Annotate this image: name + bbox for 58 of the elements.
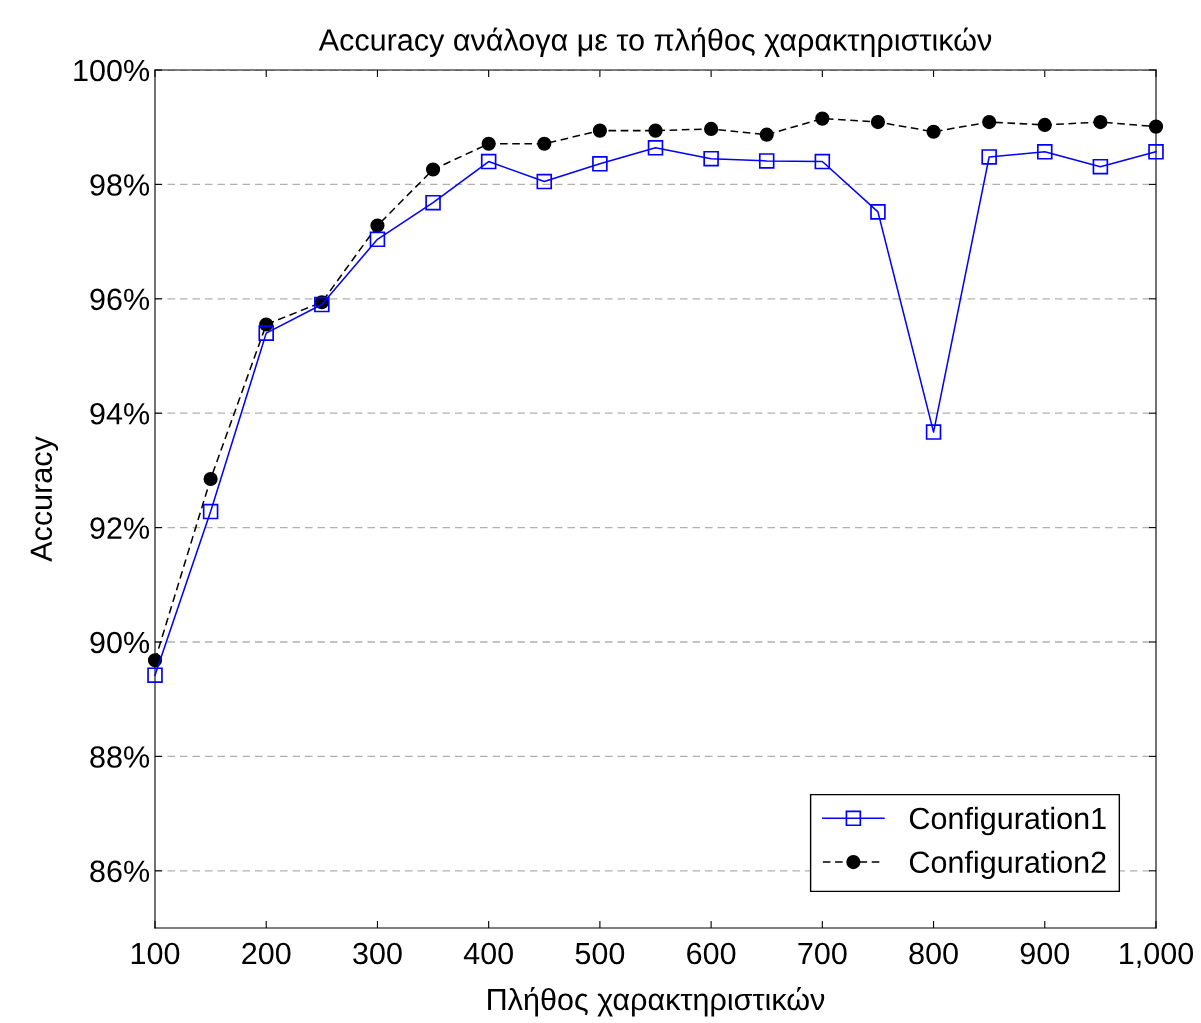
- y-axis-title: Accuracy: [30, 436, 59, 562]
- x-tick-label: 1,000: [1120, 942, 1194, 968]
- y-tick-label: 92%: [90, 517, 150, 539]
- y-tick-label: 96%: [90, 288, 150, 311]
- x-tick-label: 600: [687, 942, 736, 965]
- chart-title: Accuracy ανάλογα με το πλήθος χαρακτηριστικών: [318, 27, 992, 57]
- y-tick-label: 90%: [90, 631, 150, 654]
- x-tick-label: 300: [353, 942, 402, 965]
- x-tick-label: 900: [1020, 942, 1070, 965]
- point: [536, 173, 553, 190]
- point: [481, 136, 496, 151]
- point: [203, 471, 218, 487]
- y-tick-label: 98%: [90, 174, 150, 196]
- point: [537, 136, 552, 151]
- point: [202, 503, 219, 520]
- point: [425, 194, 441, 211]
- point: [759, 127, 774, 142]
- point: [480, 153, 497, 170]
- y-tick-label: 100%: [74, 59, 150, 82]
- point: [592, 156, 608, 172]
- x-axis-title: Πλήθος χαρακτηριστικών: [488, 987, 825, 1017]
- point: [1093, 114, 1108, 130]
- point: [926, 124, 941, 139]
- x-tick-label: 500: [575, 942, 625, 965]
- x-tick-label: 100: [131, 942, 180, 965]
- x-tick-label: 400: [463, 942, 513, 965]
- y-tick-label: 86%: [90, 860, 150, 883]
- point: [703, 150, 719, 167]
- x-tick-label: 800: [909, 942, 958, 965]
- point: [369, 231, 386, 248]
- legend-label: Configuration1: [909, 806, 1106, 836]
- point: [870, 204, 886, 220]
- x-tick-label: 700: [798, 942, 847, 965]
- point: [647, 140, 664, 156]
- point: [258, 325, 275, 341]
- x-tick-label: 200: [242, 942, 291, 965]
- point: [1148, 144, 1164, 160]
- point: [1148, 119, 1164, 134]
- point: [592, 123, 607, 138]
- point: [870, 114, 886, 130]
- point: [981, 149, 997, 165]
- point: [758, 153, 775, 169]
- point: [147, 653, 163, 668]
- point: [815, 111, 830, 126]
- point: [704, 121, 719, 137]
- legend-label: Configuration2: [909, 850, 1106, 880]
- point: [370, 218, 385, 233]
- point: [925, 424, 942, 440]
- point: [814, 153, 831, 170]
- point: [648, 123, 663, 138]
- point: [1037, 117, 1052, 132]
- point: [425, 162, 441, 177]
- point: [1036, 144, 1053, 160]
- point: [982, 114, 997, 130]
- y-tick-label: 94%: [90, 402, 150, 425]
- point: [147, 667, 163, 683]
- point: [1092, 158, 1109, 175]
- y-tick-label: 88%: [90, 746, 150, 768]
